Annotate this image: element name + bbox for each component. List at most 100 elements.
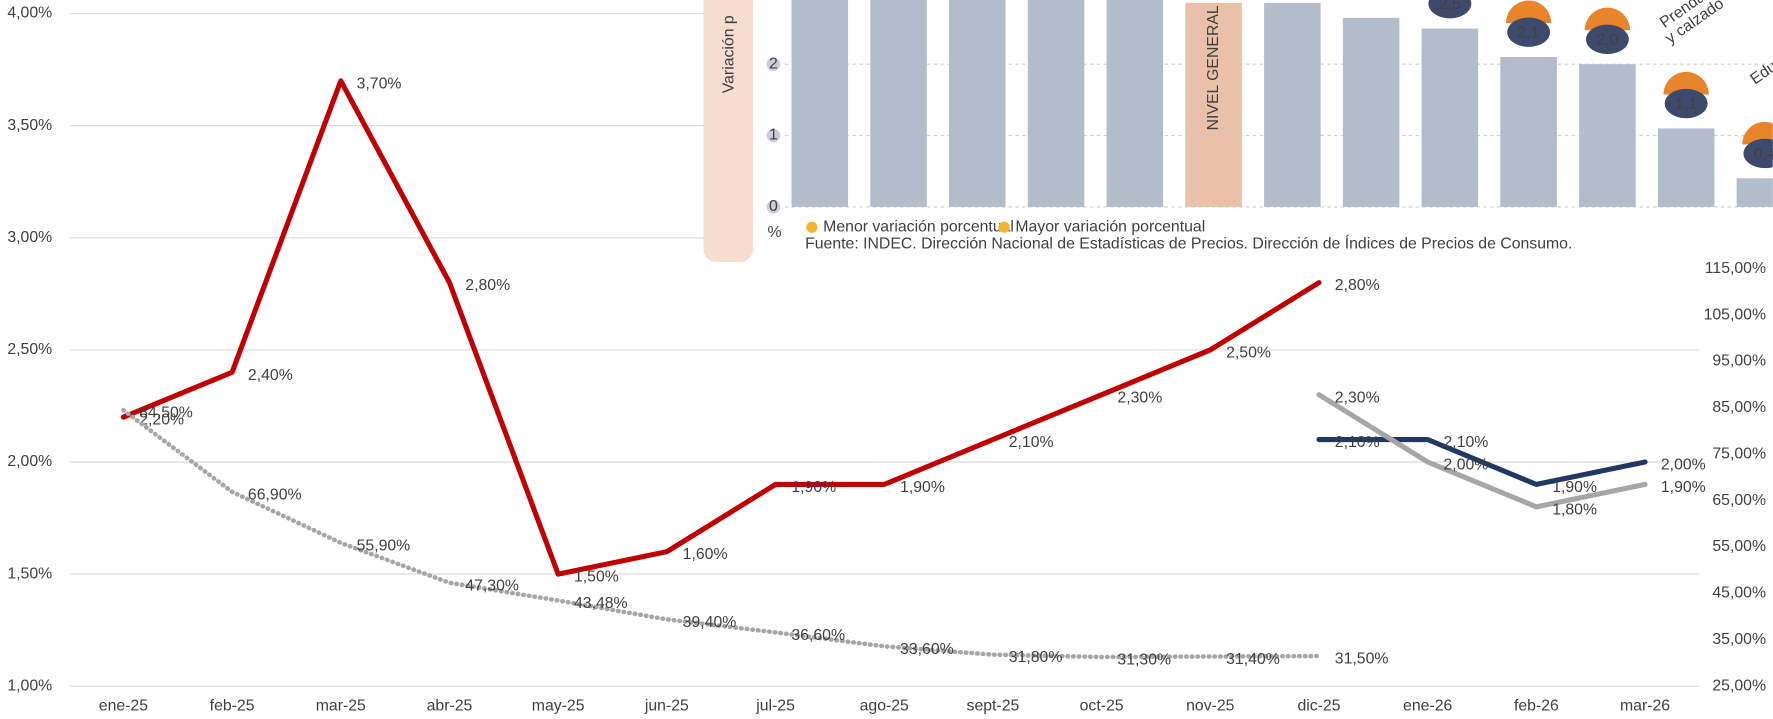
inset-bar	[1657, 128, 1715, 207]
series-line	[120, 78, 1322, 577]
y-tick-label: 1,50%	[7, 565, 52, 582]
y-tick-label: 4,00%	[7, 5, 52, 22]
inset-category: NIVEL GENERAL	[1205, 5, 1222, 130]
inset-unit: %	[768, 224, 782, 241]
x-tick-label: dic-25	[1297, 698, 1340, 715]
data-label: 2,50%	[1226, 344, 1271, 361]
data-label: 2,30%	[1117, 389, 1162, 406]
data-label: 1,90%	[900, 479, 945, 496]
data-label: 31,40%	[1226, 651, 1280, 668]
x-tick-label: mar-25	[316, 698, 366, 715]
inset-bubble-label: 0,4	[1754, 146, 1773, 163]
data-label: 66,90%	[248, 486, 302, 503]
data-label: 39,40%	[683, 614, 737, 631]
inset-bubble-cap	[1506, 0, 1552, 24]
data-label: 36,60%	[791, 627, 845, 644]
inset-bar	[1342, 17, 1400, 207]
y2-tick-label: 115,00%	[1705, 260, 1766, 277]
x-tick-label: nov-25	[1186, 698, 1235, 715]
data-label: 2,80%	[1335, 277, 1380, 294]
y2-tick-label: 85,00%	[1712, 399, 1766, 416]
data-label: 33,60%	[900, 641, 954, 658]
inset-bar	[1106, 0, 1164, 207]
x-tick-label: feb-25	[210, 698, 255, 715]
y-tick-label: 1,00%	[7, 677, 52, 694]
inset-bubble-label: 2,1	[1518, 25, 1540, 42]
inset-bubble-cap	[1663, 71, 1709, 95]
inset-bubble	[1507, 17, 1551, 47]
inset-legend-dot	[806, 221, 818, 233]
y2-tick-label: 75,00%	[1712, 445, 1766, 462]
inset-y-label: Variación p	[721, 15, 738, 93]
x-tick-label: oct-25	[1080, 698, 1124, 715]
data-label: 31,80%	[1009, 649, 1063, 666]
inset-bar	[1185, 2, 1242, 207]
inset-legend-label: Mayor variación porcentual	[1015, 218, 1205, 235]
data-label: 2,00%	[1661, 457, 1706, 474]
x-tick-label: abr-25	[427, 698, 473, 715]
inset-source: Fuente: INDEC. Dirección Nacional de Est…	[805, 233, 1572, 252]
data-label: 2,30%	[1335, 389, 1380, 406]
inset-image: 0 1 2 Variación p% NIVEL GENERAL 2,5 2,1 2,0 1,1…	[703, 0, 1773, 263]
inset-bar	[870, 0, 927, 207]
y-tick-label: 3,50%	[7, 117, 52, 134]
data-label: 55,90%	[357, 537, 411, 554]
inset-bubble-label: 1,1	[1675, 96, 1697, 113]
data-label: 2,00%	[1444, 457, 1489, 474]
inset-legend-label: Menor variación porcentual	[823, 218, 1014, 235]
inset-bubble	[1585, 24, 1629, 55]
inset-tick-dot	[766, 57, 781, 71]
data-label: 31,50%	[1335, 651, 1389, 668]
x-tick-label: jun-25	[644, 698, 689, 715]
data-label: 1,90%	[1552, 479, 1597, 496]
data-label: 43,48%	[574, 595, 628, 612]
x-tick-label: jul-25	[755, 698, 795, 715]
data-label: 1,60%	[683, 546, 728, 563]
inset-legend-dot	[998, 221, 1010, 233]
data-label: 47,30%	[465, 577, 519, 594]
inset-bubble	[1664, 88, 1708, 119]
y2-tick-label: 35,00%	[1712, 631, 1766, 648]
y2-tick-label: 55,00%	[1712, 538, 1766, 555]
inset-tick-label: 0	[769, 198, 778, 215]
data-label: 2,80%	[465, 277, 510, 294]
data-label: 1,50%	[574, 569, 619, 586]
x-tick-label: mar-26	[1620, 698, 1670, 715]
inset-bar	[1736, 178, 1773, 207]
inset-bar	[1421, 28, 1479, 207]
series-line	[1316, 437, 1648, 487]
inset-bubble	[1743, 138, 1773, 169]
y2-tick-label: 25,00%	[1712, 677, 1766, 694]
series-line	[1316, 392, 1648, 510]
inset-bubble-cap	[1584, 7, 1630, 31]
data-label: 1,90%	[791, 479, 836, 496]
x-tick-label: ago-25	[860, 698, 909, 715]
data-label: 2,40%	[248, 367, 293, 384]
y-tick-label: 3,00%	[7, 229, 52, 246]
x-tick-label: sept-25	[967, 698, 1020, 715]
inset-bubble-label: 2,5	[1439, 0, 1461, 13]
inset-strip	[703, 0, 754, 263]
y2-tick-label: 45,00%	[1712, 585, 1766, 602]
data-label: 1,90%	[1661, 479, 1706, 496]
inset-bar	[791, 0, 849, 207]
x-tick-label: may-25	[532, 698, 585, 715]
x-tick-label: feb-26	[1514, 698, 1559, 715]
x-tick-label: ene-26	[1403, 698, 1452, 715]
inset-bar	[1579, 64, 1636, 207]
inset-bar	[1500, 57, 1557, 207]
y-tick-label: 2,50%	[7, 341, 52, 358]
inset-bubble	[1428, 0, 1472, 19]
data-label: 2,10%	[1009, 434, 1054, 451]
inset-bubble-cap	[1742, 121, 1773, 145]
data-label: 31,30%	[1117, 652, 1171, 669]
data-label: 2,20%	[139, 412, 184, 429]
data-label: 3,70%	[357, 75, 402, 92]
inset-tick-label: 1	[769, 127, 778, 144]
data-label: 2,10%	[1444, 434, 1489, 451]
inset-bubble-label: 2,0	[1596, 32, 1618, 49]
data-label: 1,80%	[1552, 501, 1597, 518]
inset-bar	[949, 0, 1006, 207]
